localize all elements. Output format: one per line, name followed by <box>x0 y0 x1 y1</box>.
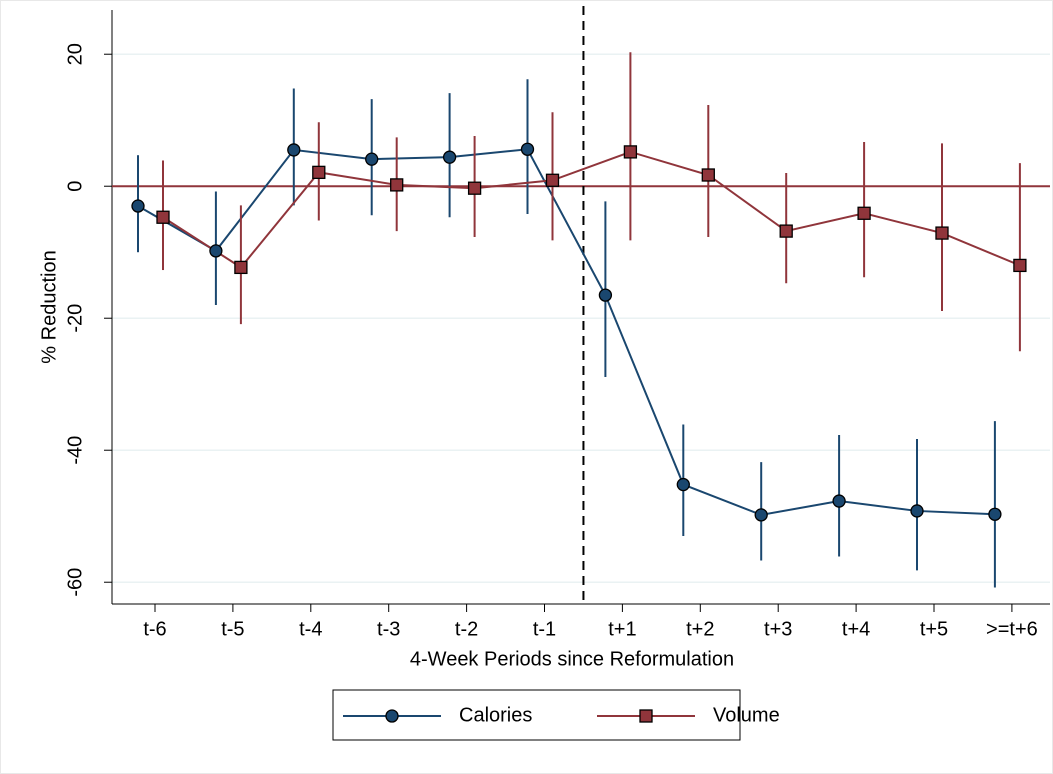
x-tick-label: t+1 <box>608 618 636 640</box>
x-tick-label: t-4 <box>299 618 322 640</box>
x-tick-label: t-1 <box>533 618 556 640</box>
point <box>623 145 638 159</box>
x-tick-label: t+3 <box>764 618 792 640</box>
y-axis-label: % Reduction <box>38 250 60 363</box>
point <box>131 199 145 213</box>
point <box>754 508 768 522</box>
point <box>545 173 560 187</box>
series-line <box>162 150 1021 269</box>
y-tick-label: -20 <box>64 304 86 333</box>
point <box>442 150 457 164</box>
point <box>467 181 482 195</box>
point <box>520 142 535 156</box>
point <box>1013 258 1027 273</box>
y-tick-label: 20 <box>64 43 86 65</box>
point <box>209 244 223 258</box>
y-tick-label: -60 <box>64 568 86 597</box>
legend-marker <box>385 709 399 723</box>
legend-label: Calories <box>459 704 532 726</box>
x-tick-label: t-2 <box>455 618 478 640</box>
point <box>234 260 248 275</box>
x-tick-label: t+2 <box>686 618 714 640</box>
x-tick-label: >=t+6 <box>986 618 1038 640</box>
x-tick-label: t-5 <box>221 618 244 640</box>
y-tick-label: 0 <box>64 181 86 192</box>
y-tick-label: -40 <box>64 436 86 465</box>
series-line <box>137 148 995 516</box>
x-axis-label: 4-Week Periods since Reformulation <box>410 648 734 670</box>
point <box>287 143 301 157</box>
point <box>390 178 404 192</box>
point <box>988 507 1002 521</box>
point <box>312 165 326 180</box>
point <box>701 168 715 182</box>
legend-marker <box>639 709 653 723</box>
point <box>365 152 379 166</box>
x-tick-label: t-6 <box>143 618 166 640</box>
point <box>935 226 949 240</box>
x-tick-label: t-3 <box>377 618 400 640</box>
point <box>832 494 846 508</box>
point <box>779 224 793 238</box>
point <box>156 210 170 224</box>
point <box>598 288 613 302</box>
point <box>676 477 690 492</box>
x-tick-label: t+5 <box>920 618 948 640</box>
x-tick-label: t+4 <box>842 618 870 640</box>
legend-label: Volume <box>713 704 780 726</box>
point <box>857 206 871 220</box>
point <box>910 504 924 518</box>
